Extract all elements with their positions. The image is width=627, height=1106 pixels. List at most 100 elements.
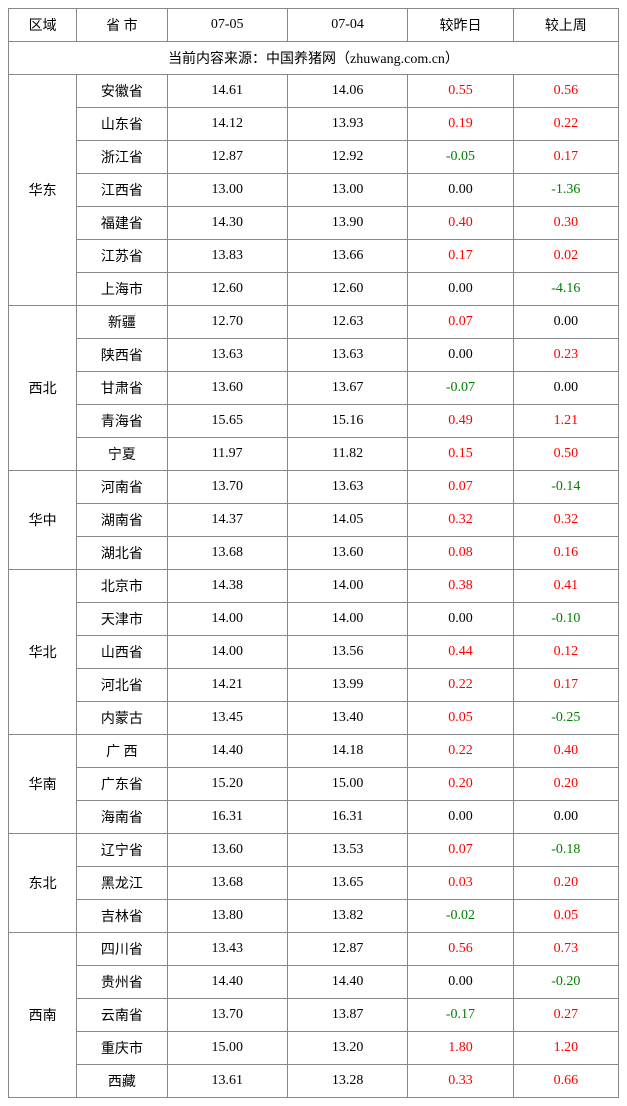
vs-yday-cell: 0.00 [408,339,513,372]
table-row: 上海市12.6012.600.00-4.16 [9,273,619,306]
date2-cell: 16.31 [287,801,407,834]
vs-week-cell: 0.30 [513,207,618,240]
vs-week-cell: 0.22 [513,108,618,141]
vs-week-cell: 0.20 [513,768,618,801]
date1-cell: 14.00 [167,636,287,669]
vs-yday-cell: 0.44 [408,636,513,669]
province-cell: 海南省 [77,801,167,834]
date1-cell: 14.12 [167,108,287,141]
date1-cell: 13.80 [167,900,287,933]
date1-cell: 11.97 [167,438,287,471]
header-vs-yday: 较昨日 [408,9,513,42]
date2-cell: 13.63 [287,339,407,372]
vs-week-cell: 0.20 [513,867,618,900]
date1-cell: 13.68 [167,537,287,570]
date1-cell: 14.40 [167,966,287,999]
province-cell: 天津市 [77,603,167,636]
date1-cell: 14.61 [167,75,287,108]
region-cell: 华中 [9,471,77,570]
province-cell: 陕西省 [77,339,167,372]
province-cell: 吉林省 [77,900,167,933]
province-cell: 重庆市 [77,1032,167,1065]
province-cell: 山东省 [77,108,167,141]
province-cell: 湖南省 [77,504,167,537]
province-cell: 江西省 [77,174,167,207]
table-row: 华中河南省13.7013.630.07-0.14 [9,471,619,504]
province-cell: 福建省 [77,207,167,240]
date1-cell: 16.31 [167,801,287,834]
vs-yday-cell: 0.22 [408,669,513,702]
date2-cell: 13.40 [287,702,407,735]
table-row: 重庆市15.0013.201.801.20 [9,1032,619,1065]
region-cell: 华北 [9,570,77,735]
date1-cell: 15.00 [167,1032,287,1065]
vs-yday-cell: 0.20 [408,768,513,801]
date2-cell: 14.00 [287,570,407,603]
vs-yday-cell: 0.19 [408,108,513,141]
vs-yday-cell: 0.00 [408,966,513,999]
date2-cell: 13.20 [287,1032,407,1065]
vs-yday-cell: 0.33 [408,1065,513,1098]
vs-week-cell: -0.25 [513,702,618,735]
table-row: 甘肃省13.6013.67-0.070.00 [9,372,619,405]
vs-yday-cell: 0.17 [408,240,513,273]
region-cell: 西北 [9,306,77,471]
date2-cell: 13.00 [287,174,407,207]
header-row: 区域 省 市 07-05 07-04 较昨日 较上周 [9,9,619,42]
province-cell: 上海市 [77,273,167,306]
date2-cell: 13.87 [287,999,407,1032]
province-cell: 湖北省 [77,537,167,570]
table-row: 云南省13.7013.87-0.170.27 [9,999,619,1032]
header-date2: 07-04 [287,9,407,42]
table-row: 海南省16.3116.310.000.00 [9,801,619,834]
table-row: 西北新疆12.7012.630.070.00 [9,306,619,339]
vs-week-cell: -0.14 [513,471,618,504]
vs-yday-cell: 0.55 [408,75,513,108]
table-row: 华北北京市14.3814.000.380.41 [9,570,619,603]
date1-cell: 14.38 [167,570,287,603]
date1-cell: 15.20 [167,768,287,801]
table-row: 天津市14.0014.000.00-0.10 [9,603,619,636]
province-cell: 北京市 [77,570,167,603]
vs-yday-cell: 0.07 [408,471,513,504]
source-row: 当前内容来源：中国养猪网（zhuwang.com.cn） [9,42,619,75]
province-cell: 甘肃省 [77,372,167,405]
table-row: 西藏13.6113.280.330.66 [9,1065,619,1098]
date1-cell: 12.87 [167,141,287,174]
vs-week-cell: 0.23 [513,339,618,372]
province-cell: 内蒙古 [77,702,167,735]
date1-cell: 13.63 [167,339,287,372]
table-row: 湖北省13.6813.600.080.16 [9,537,619,570]
date1-cell: 14.30 [167,207,287,240]
province-cell: 青海省 [77,405,167,438]
vs-week-cell: 0.05 [513,900,618,933]
province-cell: 江苏省 [77,240,167,273]
table-row: 浙江省12.8712.92-0.050.17 [9,141,619,174]
vs-week-cell: 0.00 [513,306,618,339]
header-region: 区域 [9,9,77,42]
date1-cell: 13.60 [167,834,287,867]
date1-cell: 13.61 [167,1065,287,1098]
vs-yday-cell: 0.15 [408,438,513,471]
table-row: 福建省14.3013.900.400.30 [9,207,619,240]
vs-week-cell: -0.10 [513,603,618,636]
vs-yday-cell: 0.38 [408,570,513,603]
province-cell: 浙江省 [77,141,167,174]
province-cell: 辽宁省 [77,834,167,867]
vs-week-cell: 0.00 [513,372,618,405]
vs-week-cell: 0.56 [513,75,618,108]
date2-cell: 11.82 [287,438,407,471]
vs-yday-cell: -0.07 [408,372,513,405]
date1-cell: 14.40 [167,735,287,768]
date1-cell: 13.68 [167,867,287,900]
vs-week-cell: 0.17 [513,141,618,174]
vs-yday-cell: 0.56 [408,933,513,966]
date1-cell: 13.00 [167,174,287,207]
vs-week-cell: 0.02 [513,240,618,273]
province-cell: 四川省 [77,933,167,966]
date1-cell: 15.65 [167,405,287,438]
date2-cell: 13.65 [287,867,407,900]
table-row: 黑龙江13.6813.650.030.20 [9,867,619,900]
vs-yday-cell: -0.17 [408,999,513,1032]
table-row: 山西省14.0013.560.440.12 [9,636,619,669]
